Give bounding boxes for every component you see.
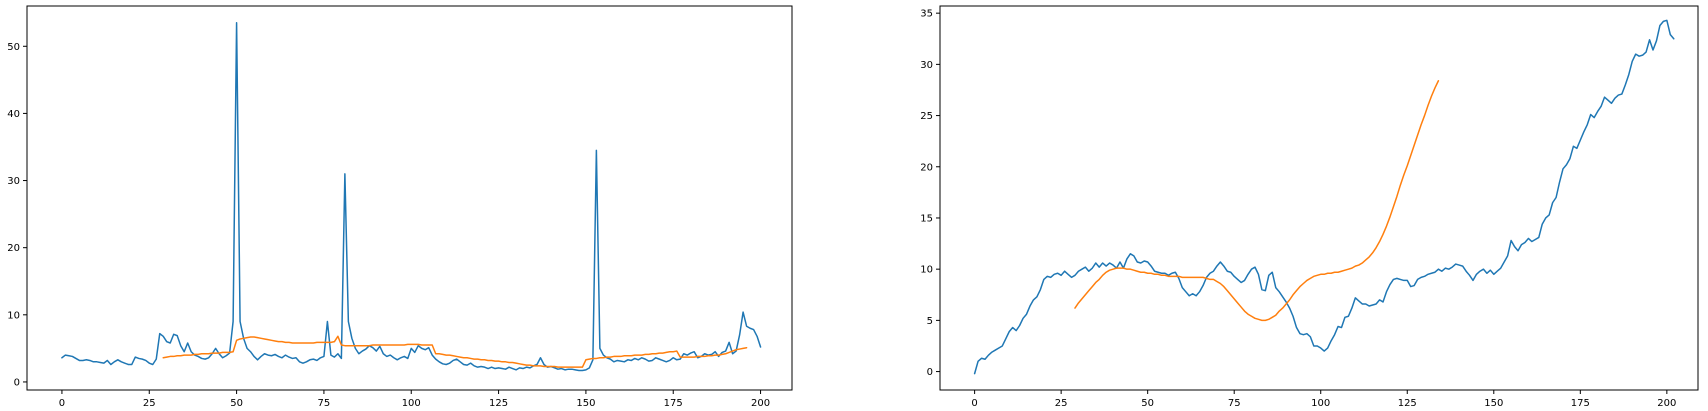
x-tick-label: 50 <box>230 398 243 409</box>
x-tick-label: 100 <box>402 398 421 409</box>
series-line-2 <box>1074 80 1440 322</box>
x-tick-label: 125 <box>1398 398 1417 409</box>
x-tick-label: 75 <box>1228 398 1241 409</box>
y-tick-label: 5 <box>927 316 933 327</box>
x-tick-label: 175 <box>664 398 683 409</box>
x-tick-label: 150 <box>1484 398 1503 409</box>
x-tick-label: 0 <box>59 398 65 409</box>
y-tick-label: 25 <box>920 111 933 122</box>
y-tick-label: 10 <box>7 310 20 321</box>
x-tick-label: 75 <box>318 398 331 409</box>
y-tick-label: 10 <box>920 265 933 276</box>
y-tick-label: 35 <box>920 9 933 20</box>
x-tick-label: 175 <box>1571 398 1590 409</box>
chart-left: 0 25 50 75 100 125 150 175 200 0 10 20 30 40 50 <box>7 5 793 409</box>
y-tick-label: 0 <box>14 377 20 388</box>
y-tick-label: 20 <box>7 243 20 254</box>
y-tick-label: 15 <box>920 213 933 224</box>
x-tick-label: 0 <box>971 398 977 409</box>
x-tick-label: 25 <box>1055 398 1068 409</box>
axes-frame <box>26 5 793 391</box>
chart-right: 0 25 50 75 100 125 150 175 200 0 5 10 15 20 25 30 35 <box>920 5 1699 409</box>
series-line-1 <box>973 19 1675 375</box>
y-tick-label: 30 <box>920 60 933 71</box>
x-tick-label: 50 <box>1141 398 1154 409</box>
y-tick-label: 50 <box>7 42 20 53</box>
x-tick-label: 200 <box>751 398 770 409</box>
axes-frame <box>939 5 1699 391</box>
series-line-2 <box>162 335 748 368</box>
x-tick-label: 200 <box>1657 398 1676 409</box>
x-tick-label: 25 <box>143 398 156 409</box>
y-tick-label: 20 <box>920 162 933 173</box>
x-tick-label: 100 <box>1311 398 1330 409</box>
y-tick-label: 40 <box>7 109 20 120</box>
y-tick-label: 0 <box>927 367 933 378</box>
x-tick-label: 150 <box>576 398 595 409</box>
series-line-1 <box>61 22 762 372</box>
y-tick-label: 30 <box>7 176 20 187</box>
x-tick-label: 125 <box>489 398 508 409</box>
